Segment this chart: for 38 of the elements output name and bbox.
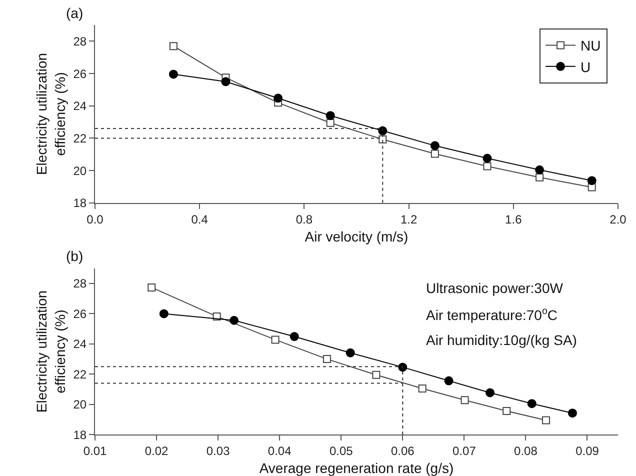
x-tick-label: 0.09 bbox=[576, 444, 600, 458]
y-tick-label: 20 bbox=[73, 398, 87, 412]
x-tick-label: 0.06 bbox=[390, 444, 415, 458]
y-tick-label: 26 bbox=[73, 66, 87, 81]
y-tick-label: 20 bbox=[73, 164, 87, 178]
annotation: Ultrasonic power:30W bbox=[426, 280, 564, 296]
y-tick-label: 28 bbox=[73, 34, 87, 48]
y-tick-label: 26 bbox=[73, 306, 87, 321]
y-tick-label: 18 bbox=[73, 428, 87, 442]
annotation: Air humidity:10g/(kg SA) bbox=[426, 332, 577, 348]
x-tick-label: 0.8 bbox=[296, 212, 313, 226]
x-tick-label: 0.05 bbox=[329, 444, 354, 458]
x-tick-label: 0.01 bbox=[83, 444, 107, 458]
x-tick-label: 0.08 bbox=[514, 444, 538, 458]
legend-label: NU bbox=[580, 38, 601, 54]
x-axis-title: Air velocity (m/s) bbox=[304, 228, 408, 245]
x-tick-label: 0.03 bbox=[206, 444, 230, 458]
y-tick-label: 28 bbox=[73, 276, 87, 291]
x-tick-label: 1.6 bbox=[505, 212, 522, 226]
x-axis-title: Average regeneration rate (g/s) bbox=[259, 460, 454, 476]
y-axis-title: Electricity utilization efficiency (%) bbox=[34, 290, 68, 413]
x-tick-label: 0.4 bbox=[191, 212, 208, 226]
y-tick-label: 22 bbox=[73, 131, 87, 146]
y-tick-label: 18 bbox=[73, 196, 87, 210]
y-tick-label: 22 bbox=[73, 367, 87, 382]
x-tick-label: 0.07 bbox=[452, 444, 476, 458]
y-axis-title: Electricity utilization efficiency (%) bbox=[34, 52, 68, 176]
x-tick-label: 0.04 bbox=[268, 444, 292, 458]
y-tick-label: 24 bbox=[73, 337, 87, 352]
x-tick-label: 0.0 bbox=[86, 212, 104, 226]
x-tick-label: 0.02 bbox=[144, 444, 169, 458]
legend-label: U bbox=[580, 58, 591, 75]
y-tick-label: 24 bbox=[73, 99, 87, 114]
annotation: Air temperature:70$^{o}$C bbox=[426, 306, 558, 323]
x-tick-label: 2.0 bbox=[610, 212, 627, 226]
chart-title: (a) bbox=[66, 5, 84, 21]
chart-title: (b) bbox=[66, 248, 84, 264]
x-tick-label: 1.2 bbox=[400, 212, 418, 226]
